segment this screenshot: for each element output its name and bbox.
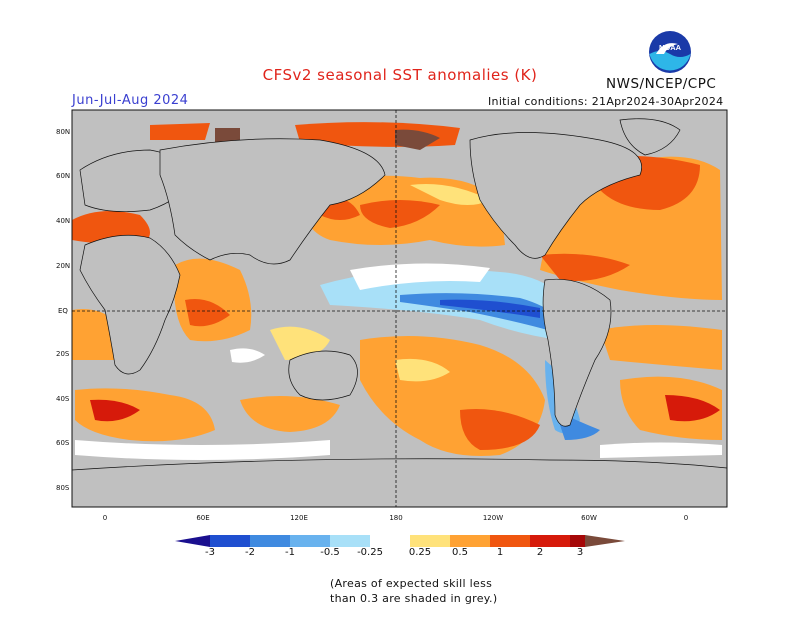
lon-label: 180 <box>389 514 403 522</box>
colorbar <box>175 535 625 547</box>
colorbar-tick-label: 1 <box>496 547 504 558</box>
lon-label: 60E <box>196 514 210 522</box>
lat-label: 60S <box>56 439 70 447</box>
lon-label: 120W <box>482 514 504 522</box>
skill-note-line: than 0.3 are shaded in grey.) <box>330 592 498 605</box>
map-frame <box>71 109 728 508</box>
lat-label: 20N <box>56 262 71 270</box>
colorbar-tick-label: -2 <box>245 547 255 558</box>
colorbar-segment <box>330 535 370 547</box>
noaa-logo-icon: NOAA <box>649 31 691 73</box>
colorbar-segment <box>570 535 585 547</box>
colorbar-tick-label: 3 <box>576 547 584 558</box>
svg-text:NOAA: NOAA <box>659 43 682 52</box>
colorbar-tick-label: -3 <box>205 547 215 558</box>
colorbar-segment <box>585 535 625 547</box>
lon-label: 0 <box>683 514 689 522</box>
colorbar-tick-label: 0.5 <box>452 547 468 558</box>
colorbar-tick-label: 2 <box>536 547 544 558</box>
agency-label: NWS/NCEP/CPC <box>606 76 717 92</box>
lat-label: 40S <box>56 395 70 403</box>
colorbar-segment <box>290 535 330 547</box>
colorbar-segment <box>450 535 490 547</box>
colorbar-segment <box>210 535 250 547</box>
colorbar-segment <box>410 535 450 547</box>
colorbar-segment <box>530 535 570 547</box>
lon-label: 120E <box>290 514 308 522</box>
lon-label: 60W <box>581 514 597 522</box>
map-title: CFSv2 seasonal SST anomalies (K) <box>262 66 538 84</box>
colorbar-segment <box>370 535 410 547</box>
lat-label: 60N <box>56 172 71 180</box>
lat-label: 80N <box>56 128 71 136</box>
skill-note-line: (Areas of expected skill less <box>330 577 493 590</box>
colorbar-segment <box>250 535 290 547</box>
lat-label: 80S <box>56 484 70 492</box>
skill-note: (Areas of expected skill less than 0.3 a… <box>330 576 550 606</box>
colorbar-tick-label: -0.5 <box>320 547 340 558</box>
season-label: Jun-Jul-Aug 2024 <box>72 93 189 108</box>
colorbar-tick-label: -1 <box>285 547 295 558</box>
land-masses <box>72 118 727 507</box>
colorbar-segment <box>490 535 530 547</box>
lat-label: 40N <box>56 217 71 225</box>
lat-label: EQ <box>58 307 68 315</box>
initial-conditions-label: Initial conditions: 21Apr2024-30Apr2024 <box>488 95 724 108</box>
lat-label: 20S <box>56 350 70 358</box>
colorbar-tick-label: -0.25 <box>357 547 383 558</box>
colorbar-segment <box>175 535 210 547</box>
colorbar-tick-label: 0.25 <box>408 547 432 558</box>
lon-label: 0 <box>102 514 108 522</box>
